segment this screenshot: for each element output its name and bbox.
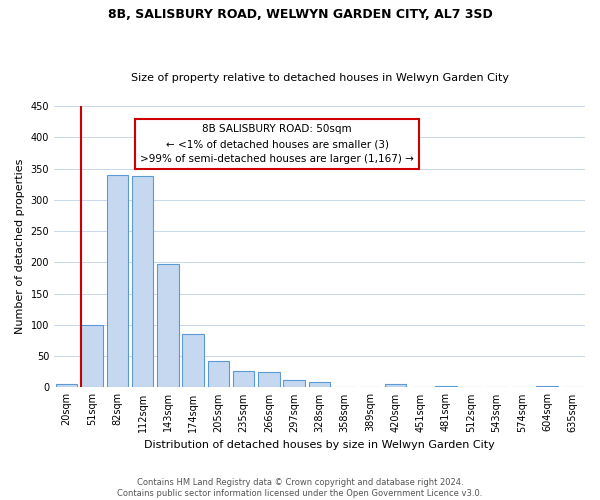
Text: 8B, SALISBURY ROAD, WELWYN GARDEN CITY, AL7 3SD: 8B, SALISBURY ROAD, WELWYN GARDEN CITY, … (107, 8, 493, 20)
Text: 8B SALISBURY ROAD: 50sqm
← <1% of detached houses are smaller (3)
>99% of semi-d: 8B SALISBURY ROAD: 50sqm ← <1% of detach… (140, 124, 414, 164)
Bar (182, 334, 204, 388)
Text: Contains HM Land Registry data © Crown copyright and database right 2024.
Contai: Contains HM Land Registry data © Crown c… (118, 478, 482, 498)
Bar (157, 264, 179, 388)
Title: Size of property relative to detached houses in Welwyn Garden City: Size of property relative to detached ho… (131, 73, 509, 83)
X-axis label: Distribution of detached houses by size in Welwyn Garden City: Distribution of detached houses by size … (144, 440, 495, 450)
Bar (385, 384, 406, 388)
Bar (56, 384, 77, 388)
Bar (435, 386, 457, 388)
Bar (536, 386, 558, 388)
Bar (132, 176, 153, 388)
Bar (208, 360, 229, 388)
Bar (107, 175, 128, 388)
Bar (283, 380, 305, 388)
Bar (258, 372, 280, 388)
Bar (233, 370, 254, 388)
Bar (81, 325, 103, 388)
Bar (309, 382, 330, 388)
Y-axis label: Number of detached properties: Number of detached properties (15, 159, 25, 334)
